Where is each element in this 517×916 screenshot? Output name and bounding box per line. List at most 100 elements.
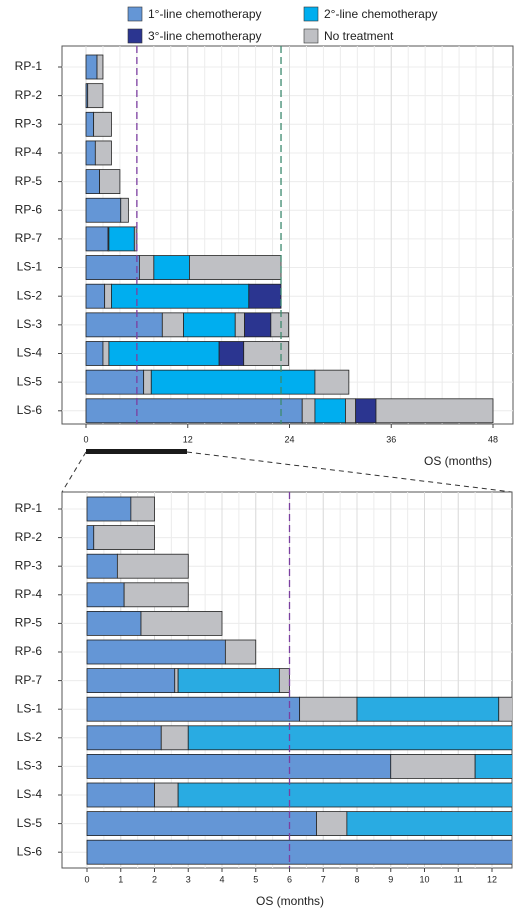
x-tick-label: 7 <box>321 874 326 884</box>
zoom-guide <box>186 451 513 493</box>
segment <box>270 312 290 338</box>
segment <box>187 725 512 751</box>
segment <box>111 283 250 309</box>
y-tick-label: RP-3 <box>15 558 43 572</box>
segment <box>86 525 95 550</box>
y-tick-label: LS-4 <box>17 787 43 801</box>
segment <box>346 811 512 836</box>
x-tick-label: 0 <box>84 874 89 884</box>
x-tick-label: 36 <box>386 434 396 444</box>
segment <box>85 369 145 395</box>
y-tick-label: LS-1 <box>17 260 43 274</box>
x-tick-label: 12 <box>183 434 193 444</box>
legend-label: No treatment <box>324 29 394 43</box>
segment <box>224 639 257 665</box>
y-tick-label: LS-1 <box>17 701 43 715</box>
segment <box>93 525 155 550</box>
segment <box>94 140 112 166</box>
segment <box>85 398 303 424</box>
segment <box>161 312 184 338</box>
segment <box>86 668 176 693</box>
y-tick-label: RP-6 <box>15 644 43 658</box>
y-tick-label: LS-3 <box>17 759 43 773</box>
x-tick-label: 8 <box>354 874 359 884</box>
segment <box>85 226 109 252</box>
segment <box>183 312 236 338</box>
x-tick-label: 24 <box>284 434 294 444</box>
x-tick-label: 10 <box>419 874 429 884</box>
segment <box>130 496 155 522</box>
segment <box>160 725 189 751</box>
segment <box>86 725 162 751</box>
segment <box>153 255 190 280</box>
y-tick-label: RP-5 <box>15 174 43 188</box>
legend-label: 2°-line chemotherapy <box>324 7 438 21</box>
segment <box>189 255 282 280</box>
segment <box>150 369 316 395</box>
x-tick-label: 48 <box>488 434 498 444</box>
segment <box>177 782 512 808</box>
segment <box>244 312 272 338</box>
segment <box>85 283 106 309</box>
y-tick-label: RP-4 <box>15 587 43 601</box>
y-tick-label: RP-2 <box>15 88 43 102</box>
legend-label: 3°-line chemotherapy <box>148 29 262 43</box>
segment <box>474 754 512 779</box>
segment <box>104 283 112 309</box>
segment <box>140 611 223 636</box>
segment <box>85 341 104 366</box>
segment <box>390 754 476 779</box>
segment <box>108 341 220 366</box>
segment <box>86 696 301 722</box>
segment <box>154 782 179 808</box>
segment <box>218 341 245 366</box>
segment <box>174 668 179 693</box>
x-tick-label: 4 <box>219 874 224 884</box>
segment <box>243 341 290 366</box>
segment <box>498 696 512 722</box>
segment <box>301 398 316 424</box>
y-tick-label: RP-2 <box>15 530 43 544</box>
segment <box>120 197 129 223</box>
segment <box>123 582 189 608</box>
x-tick-label: 9 <box>388 874 393 884</box>
segment <box>86 553 118 579</box>
legend-swatch <box>303 28 319 44</box>
y-tick-label: RP-3 <box>15 116 43 130</box>
segment <box>86 754 392 779</box>
y-tick-label: RP-5 <box>15 616 43 630</box>
segment <box>316 811 348 836</box>
zoom-guide <box>61 451 87 493</box>
segment <box>85 197 122 223</box>
segment <box>86 496 132 522</box>
segment <box>85 111 95 137</box>
segment <box>96 54 104 80</box>
x-tick-label: 5 <box>253 874 258 884</box>
segment <box>345 398 357 424</box>
y-tick-label: LS-2 <box>17 288 43 302</box>
segment <box>116 553 189 579</box>
y-tick-label: LS-2 <box>17 730 43 744</box>
segment <box>278 668 290 693</box>
y-tick-label: RP-6 <box>15 202 43 216</box>
segment <box>314 398 346 424</box>
x-axis-label: OS (months) <box>256 894 324 908</box>
segment <box>99 169 121 195</box>
x-tick-label: 1 <box>118 874 123 884</box>
segment <box>248 283 282 309</box>
segment <box>86 611 142 636</box>
segment <box>234 312 245 338</box>
segment <box>86 811 317 836</box>
segment <box>85 169 100 195</box>
y-tick-label: LS-6 <box>17 403 43 417</box>
y-tick-label: LS-5 <box>17 816 43 830</box>
x-tick-label: 0 <box>83 434 88 444</box>
segment <box>86 582 125 608</box>
segment <box>85 312 163 338</box>
y-tick-label: LS-6 <box>17 844 43 858</box>
y-tick-label: LS-3 <box>17 317 43 331</box>
segment <box>108 226 135 252</box>
segment <box>356 696 500 722</box>
segment <box>102 341 110 366</box>
